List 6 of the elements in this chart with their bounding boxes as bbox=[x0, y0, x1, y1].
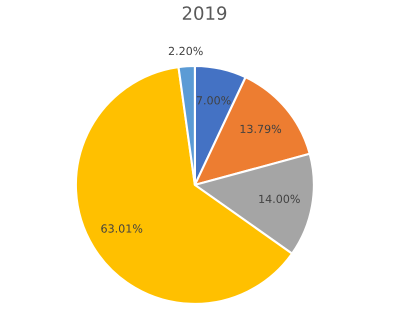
data-label: 63.01% bbox=[101, 224, 142, 233]
data-label: 13.79% bbox=[240, 124, 282, 134]
data-label: 2.20% bbox=[168, 46, 203, 56]
data-label: 14.00% bbox=[259, 194, 300, 204]
data-label: 7.00% bbox=[196, 96, 231, 105]
chart-title: 2019 bbox=[182, 6, 226, 20]
